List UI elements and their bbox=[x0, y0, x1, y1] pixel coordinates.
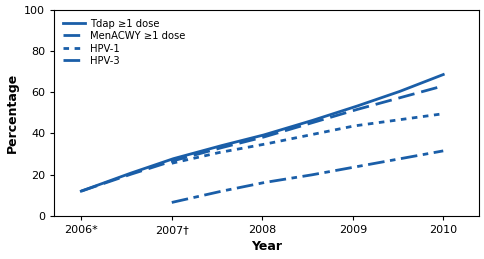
HPV-3 bbox=[397, 157, 403, 160]
Tdap ≥1 dose bbox=[383, 95, 389, 98]
HPV-1 bbox=[330, 128, 335, 132]
MenACWY ≥1 dose bbox=[292, 126, 298, 129]
Tdap ≥1 dose bbox=[293, 124, 299, 127]
HPV-1 bbox=[169, 162, 175, 165]
HPV-1 bbox=[414, 116, 420, 119]
MenACWY ≥1 dose bbox=[78, 190, 84, 193]
HPV-1 bbox=[168, 162, 174, 165]
Tdap ≥1 dose bbox=[79, 189, 85, 192]
MenACWY ≥1 dose bbox=[383, 100, 389, 103]
Legend: Tdap ≥1 dose, MenACWY ≥1 dose, HPV-1, HPV-3: Tdap ≥1 dose, MenACWY ≥1 dose, HPV-1, HP… bbox=[59, 15, 189, 70]
Tdap ≥1 dose bbox=[406, 86, 411, 89]
HPV-3 bbox=[439, 149, 445, 153]
HPV-1 bbox=[334, 128, 340, 131]
HPV-1 bbox=[439, 112, 445, 115]
HPV-3 bbox=[168, 201, 174, 204]
HPV-3 bbox=[169, 201, 175, 204]
HPV-3 bbox=[330, 169, 335, 172]
Tdap ≥1 dose bbox=[78, 190, 84, 193]
Tdap ≥1 dose bbox=[439, 73, 445, 76]
Y-axis label: Percentage: Percentage bbox=[5, 73, 18, 153]
MenACWY ≥1 dose bbox=[79, 189, 85, 192]
X-axis label: Year: Year bbox=[251, 240, 282, 254]
MenACWY ≥1 dose bbox=[406, 93, 411, 97]
HPV-1 bbox=[397, 118, 403, 121]
MenACWY ≥1 dose bbox=[293, 126, 299, 129]
Line: HPV-1: HPV-1 bbox=[171, 114, 442, 163]
Line: Tdap ≥1 dose: Tdap ≥1 dose bbox=[81, 75, 442, 191]
HPV-3 bbox=[329, 170, 335, 173]
HPV-3 bbox=[414, 154, 420, 157]
Line: MenACWY ≥1 dose: MenACWY ≥1 dose bbox=[81, 86, 442, 191]
HPV-1 bbox=[329, 129, 335, 132]
Tdap ≥1 dose bbox=[299, 122, 305, 125]
HPV-3 bbox=[334, 169, 340, 172]
MenACWY ≥1 dose bbox=[299, 124, 305, 127]
Line: HPV-3: HPV-3 bbox=[171, 151, 442, 203]
Tdap ≥1 dose bbox=[292, 124, 298, 127]
MenACWY ≥1 dose bbox=[439, 84, 445, 88]
